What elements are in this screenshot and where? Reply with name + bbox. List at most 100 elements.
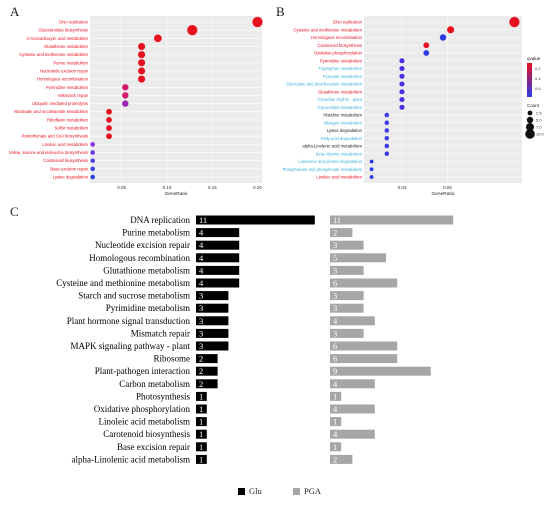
dot: [423, 42, 430, 49]
pga-bar: [330, 341, 398, 351]
x-axis-label: GeneRatio: [165, 191, 188, 197]
legend-count-tick: 7.5: [536, 125, 542, 130]
term-label: DNA replication: [59, 20, 89, 25]
legend-count-dot: [526, 116, 534, 124]
dot: [399, 89, 405, 95]
legend-qvalue-tick: 0.4: [535, 76, 541, 81]
term-label: Cysteine and methionine metabolism: [293, 27, 362, 32]
dot: [106, 133, 112, 140]
legend-count-tick: 2.5: [536, 111, 542, 116]
dot: [384, 136, 390, 141]
dot: [138, 59, 146, 67]
category-label: Homologous recombination: [89, 253, 190, 263]
glu-bar: [196, 429, 207, 439]
term-label: Glyoxylate and dicarboxylate metabolism: [286, 82, 363, 87]
pga-bar: [330, 303, 364, 313]
glu-value-label: 3: [199, 328, 203, 338]
x-tick-label: 0.05: [117, 185, 126, 190]
category-label: Oxidative phosphorylation: [94, 404, 191, 414]
legend-glu-label: Glu: [249, 486, 263, 496]
dot: [369, 167, 374, 172]
pga-value-label: 3: [333, 265, 337, 275]
glu-bar: [196, 240, 240, 250]
category-label: MAPK signaling pathway - plant: [71, 341, 191, 351]
legend-count-dot: [525, 129, 535, 139]
glu-value-label: 2: [199, 366, 203, 376]
term-label: 2-Oxocarboxylic acid metabolism: [27, 36, 89, 41]
category-label: Base excision repair: [117, 442, 190, 452]
dotplot-b: 0.03 0.06 DNA replication Cysteine and meth…: [283, 16, 545, 197]
term-label: Valine, leucine and isoleucine biosynthe…: [9, 150, 88, 155]
glu-value-label: 3: [199, 316, 203, 326]
dot: [90, 166, 95, 172]
term-label: Glycerolipid metabolism: [318, 105, 363, 110]
pga-value-label: 11: [333, 215, 341, 225]
term-label: alpha-Linolenic acid metabolism: [302, 144, 362, 149]
dot: [384, 120, 390, 125]
category-label: Plant-pathogen interaction: [95, 366, 191, 376]
dot: [106, 108, 112, 115]
pga-value-label: 4: [333, 379, 338, 389]
category-label: Linoleic acid metabolism: [99, 417, 190, 427]
dot: [439, 34, 447, 41]
term-label: Lysine degradation: [327, 128, 363, 133]
dot: [509, 16, 520, 28]
dot: [122, 100, 129, 107]
glu-bar: [196, 303, 229, 313]
term-label: Lysine degradation: [53, 175, 89, 180]
pga-value-label: 6: [333, 341, 337, 351]
glu-bar: [196, 291, 229, 301]
term-label: Pantothenate and CoA biosynthesis: [22, 134, 88, 139]
glu-value-label: 2: [199, 379, 203, 389]
glu-bar: [196, 417, 207, 427]
pga-bar: [330, 417, 342, 427]
glu-value-label: 1: [199, 391, 203, 401]
dotplot-a: 0.05 0.10 0.15 0.20 DNA replication Glucosino…: [9, 16, 263, 197]
glu-value-label: 3: [199, 303, 203, 313]
pga-value-label: 3: [333, 328, 337, 338]
pga-value-label: 4: [333, 316, 338, 326]
pga-bar: [330, 316, 375, 326]
pga-bar: [330, 265, 364, 275]
x-tick-label: 0.10: [163, 185, 172, 190]
category-label: Nucleotide excision repair: [95, 240, 190, 250]
glu-value-label: 3: [199, 341, 203, 351]
x-tick-label: 0.06: [443, 185, 452, 190]
legend-count-title: Count: [527, 103, 540, 108]
pga-value-label: 2: [333, 454, 337, 464]
term-label: DNA replication: [333, 20, 363, 25]
category-label: Starch and sucrose metabolism: [78, 291, 190, 301]
pga-bar: [330, 429, 375, 439]
term-label: Phosphonate and phosphinate metabolism: [283, 167, 363, 172]
term-label: Cysteine and methionine metabolism: [19, 52, 88, 57]
pga-bar: [330, 442, 342, 452]
pga-bar: [330, 354, 398, 364]
category-label: Photosynthesis: [136, 391, 191, 401]
term-label: Oxidative phosphorylation: [314, 51, 363, 56]
term-label: Carotenoid biosynthesis: [43, 158, 88, 163]
term-label: Pyrimidine metabolism: [46, 85, 89, 90]
glu-value-label: 1: [199, 404, 203, 414]
legend-pga-swatch: [293, 488, 300, 495]
dot: [447, 26, 455, 34]
legend-glu-swatch: [238, 488, 245, 495]
pga-value-label: 3: [333, 303, 337, 313]
glu-bar: [196, 278, 240, 288]
dot: [384, 151, 390, 156]
term-label: Nicotinate and nicotinamide metabolism: [14, 109, 89, 114]
category-label: Plant hormone signal transduction: [67, 316, 191, 326]
term-label: Glucosinolate biosynthesis: [38, 28, 88, 33]
dot: [423, 50, 430, 56]
plot-panel: [90, 16, 262, 183]
glu-bar: [196, 354, 218, 364]
glu-value-label: 4: [199, 228, 204, 238]
glu-bar: [196, 328, 229, 338]
category-label: Purine metabolism: [122, 228, 190, 238]
term-label: Histidine metabolism: [323, 113, 362, 118]
pga-bar: [330, 291, 364, 301]
glu-value-label: 4: [199, 265, 204, 275]
glu-bar: [196, 253, 240, 263]
x-tick-label: 0.15: [208, 185, 217, 190]
dot: [138, 42, 146, 50]
